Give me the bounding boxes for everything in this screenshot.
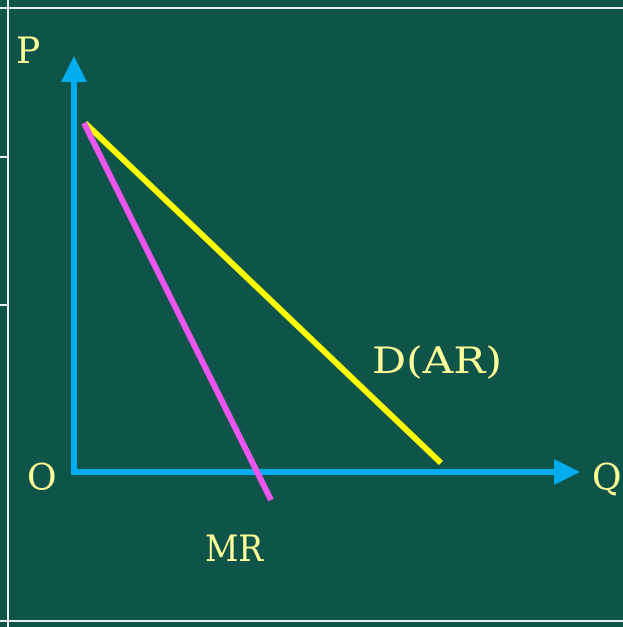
marginal-revenue-curve-line (81, 121, 274, 502)
marginal-revenue-curve-label: MR (205, 529, 264, 570)
price-axis-label: P (16, 31, 40, 72)
demand-curve-line (82, 120, 444, 466)
quantity-axis-arrowhead (554, 459, 580, 485)
demand-curve-label: D(AR) (372, 341, 502, 382)
origin-label: O (27, 458, 57, 499)
quantity-axis-label: Q (592, 458, 622, 499)
price-axis-arrowhead (61, 56, 87, 82)
